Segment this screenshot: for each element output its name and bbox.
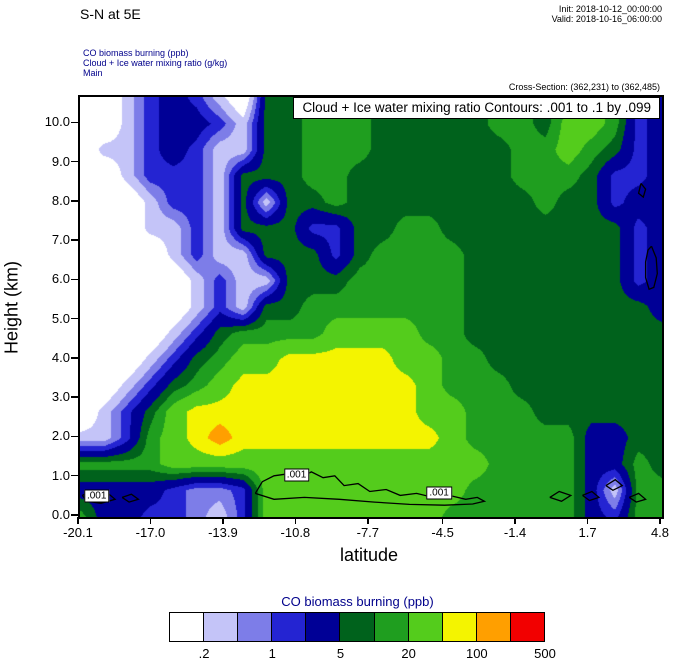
colorbar-cell: [509, 612, 546, 642]
x-tick-label: -20.1: [63, 525, 93, 540]
legend-overlay-name: Cloud + Ice water mixing ratio (g/kg): [83, 58, 228, 68]
colorbar-cell: [373, 612, 409, 642]
colorbar-cell: [407, 612, 443, 642]
x-tick-label: 1.7: [578, 525, 597, 540]
x-tick-mark: [514, 517, 516, 524]
cloud-contour-label: .001: [83, 489, 110, 503]
cross-section-coords: Cross-Section: (362,231) to (362,485): [508, 82, 660, 92]
colorbar-tick-label: 100: [465, 646, 488, 661]
legend-domain-name: Main: [83, 68, 103, 78]
y-tick-mark: [71, 200, 78, 202]
x-tick-mark: [586, 517, 589, 524]
colorbar: [169, 612, 546, 642]
y-tick-label: 4.0: [51, 349, 70, 365]
x-tick-mark: [222, 517, 224, 524]
y-axis-label: Height (km): [1, 261, 22, 355]
x-tick-mark: [294, 517, 297, 524]
contour-fill-field: [80, 97, 662, 517]
x-tick-mark: [659, 517, 661, 524]
colorbar-cell: [339, 612, 375, 642]
y-tick-mark: [71, 514, 78, 516]
y-tick-mark: [71, 239, 78, 241]
colorbar-tick-label: .2: [198, 646, 210, 661]
colorbar-cell: [271, 612, 307, 642]
colorbar-tick-label: 500: [534, 646, 556, 661]
x-tick-mark: [441, 517, 444, 524]
y-tick-mark: [71, 474, 78, 477]
cloud-contour-label: .001: [283, 468, 310, 482]
valid-timestamp: Valid: 2018-10-16_06:00:00: [551, 14, 662, 24]
colorbar-cell: [475, 612, 511, 642]
cloud-contour-line: [121, 493, 140, 503]
x-axis-label: latitude: [339, 545, 399, 565]
x-tick-label: -13.9: [208, 525, 238, 540]
colorbar-tick-label: 1: [268, 646, 276, 661]
y-tick-label: 7.0: [51, 232, 70, 248]
cloud-contour-line: [582, 490, 601, 502]
y-tick-label: 8.0: [51, 192, 70, 208]
y-tick-mark: [71, 121, 78, 124]
colorbar-cell: [441, 612, 477, 642]
cloud-contour-line: [549, 490, 573, 503]
y-tick-mark: [71, 278, 78, 281]
y-tick-label: 6.0: [51, 271, 70, 287]
colorbar-cell: [169, 612, 205, 642]
cloud-contour-line: [605, 478, 624, 492]
colorbar-tick-label: 20: [401, 646, 416, 661]
cloud-contour-line: [628, 492, 647, 503]
x-tick-label: -17.0: [135, 525, 166, 540]
plot-area: [78, 95, 664, 519]
y-tick-mark: [71, 317, 78, 320]
x-tick-mark: [367, 517, 369, 524]
x-tick-label: -10.8: [280, 525, 311, 540]
y-tick-mark: [71, 435, 78, 438]
y-tick-mark: [71, 357, 78, 359]
colorbar-cell: [305, 612, 341, 642]
y-tick-label: 9.0: [51, 153, 70, 169]
colorbar-tick-label: 5: [336, 646, 345, 661]
cloud-contour-label: .001: [426, 486, 452, 500]
legend-field-name: CO biomass burning (ppb): [83, 48, 189, 58]
init-timestamp: Init: 2018-10-12_00:00:00: [558, 4, 662, 14]
contour-annotation-box: Cloud + Ice water mixing ratio Contours:…: [293, 97, 660, 119]
y-tick-label: 10.0: [44, 114, 70, 130]
colorbar-cell: [203, 612, 239, 642]
x-tick-label: 4.8: [650, 525, 670, 540]
colorbar-cell: [237, 612, 273, 642]
page-title: S-N at 5E: [80, 6, 141, 22]
x-tick-label: -4.5: [431, 525, 454, 540]
y-tick-mark: [71, 396, 78, 398]
cloud-contour-line: [637, 182, 647, 199]
y-tick-label: 0.0: [51, 507, 70, 522]
y-tick-label: 3.0: [51, 389, 70, 405]
y-tick-label: 5.0: [51, 310, 70, 326]
x-tick-mark: [77, 517, 79, 524]
x-tick-mark: [149, 517, 152, 524]
cloud-contour-overlay: [81, 182, 658, 506]
y-tick-label: 1.0: [51, 467, 70, 483]
x-tick-label: -7.7: [356, 525, 380, 540]
y-tick-label: 2.0: [51, 428, 70, 444]
colorbar-title: CO biomass burning (ppb): [281, 594, 434, 609]
x-tick-label: -1.4: [503, 525, 527, 540]
cloud-contour-line: [644, 245, 658, 291]
y-tick-mark: [71, 160, 78, 163]
